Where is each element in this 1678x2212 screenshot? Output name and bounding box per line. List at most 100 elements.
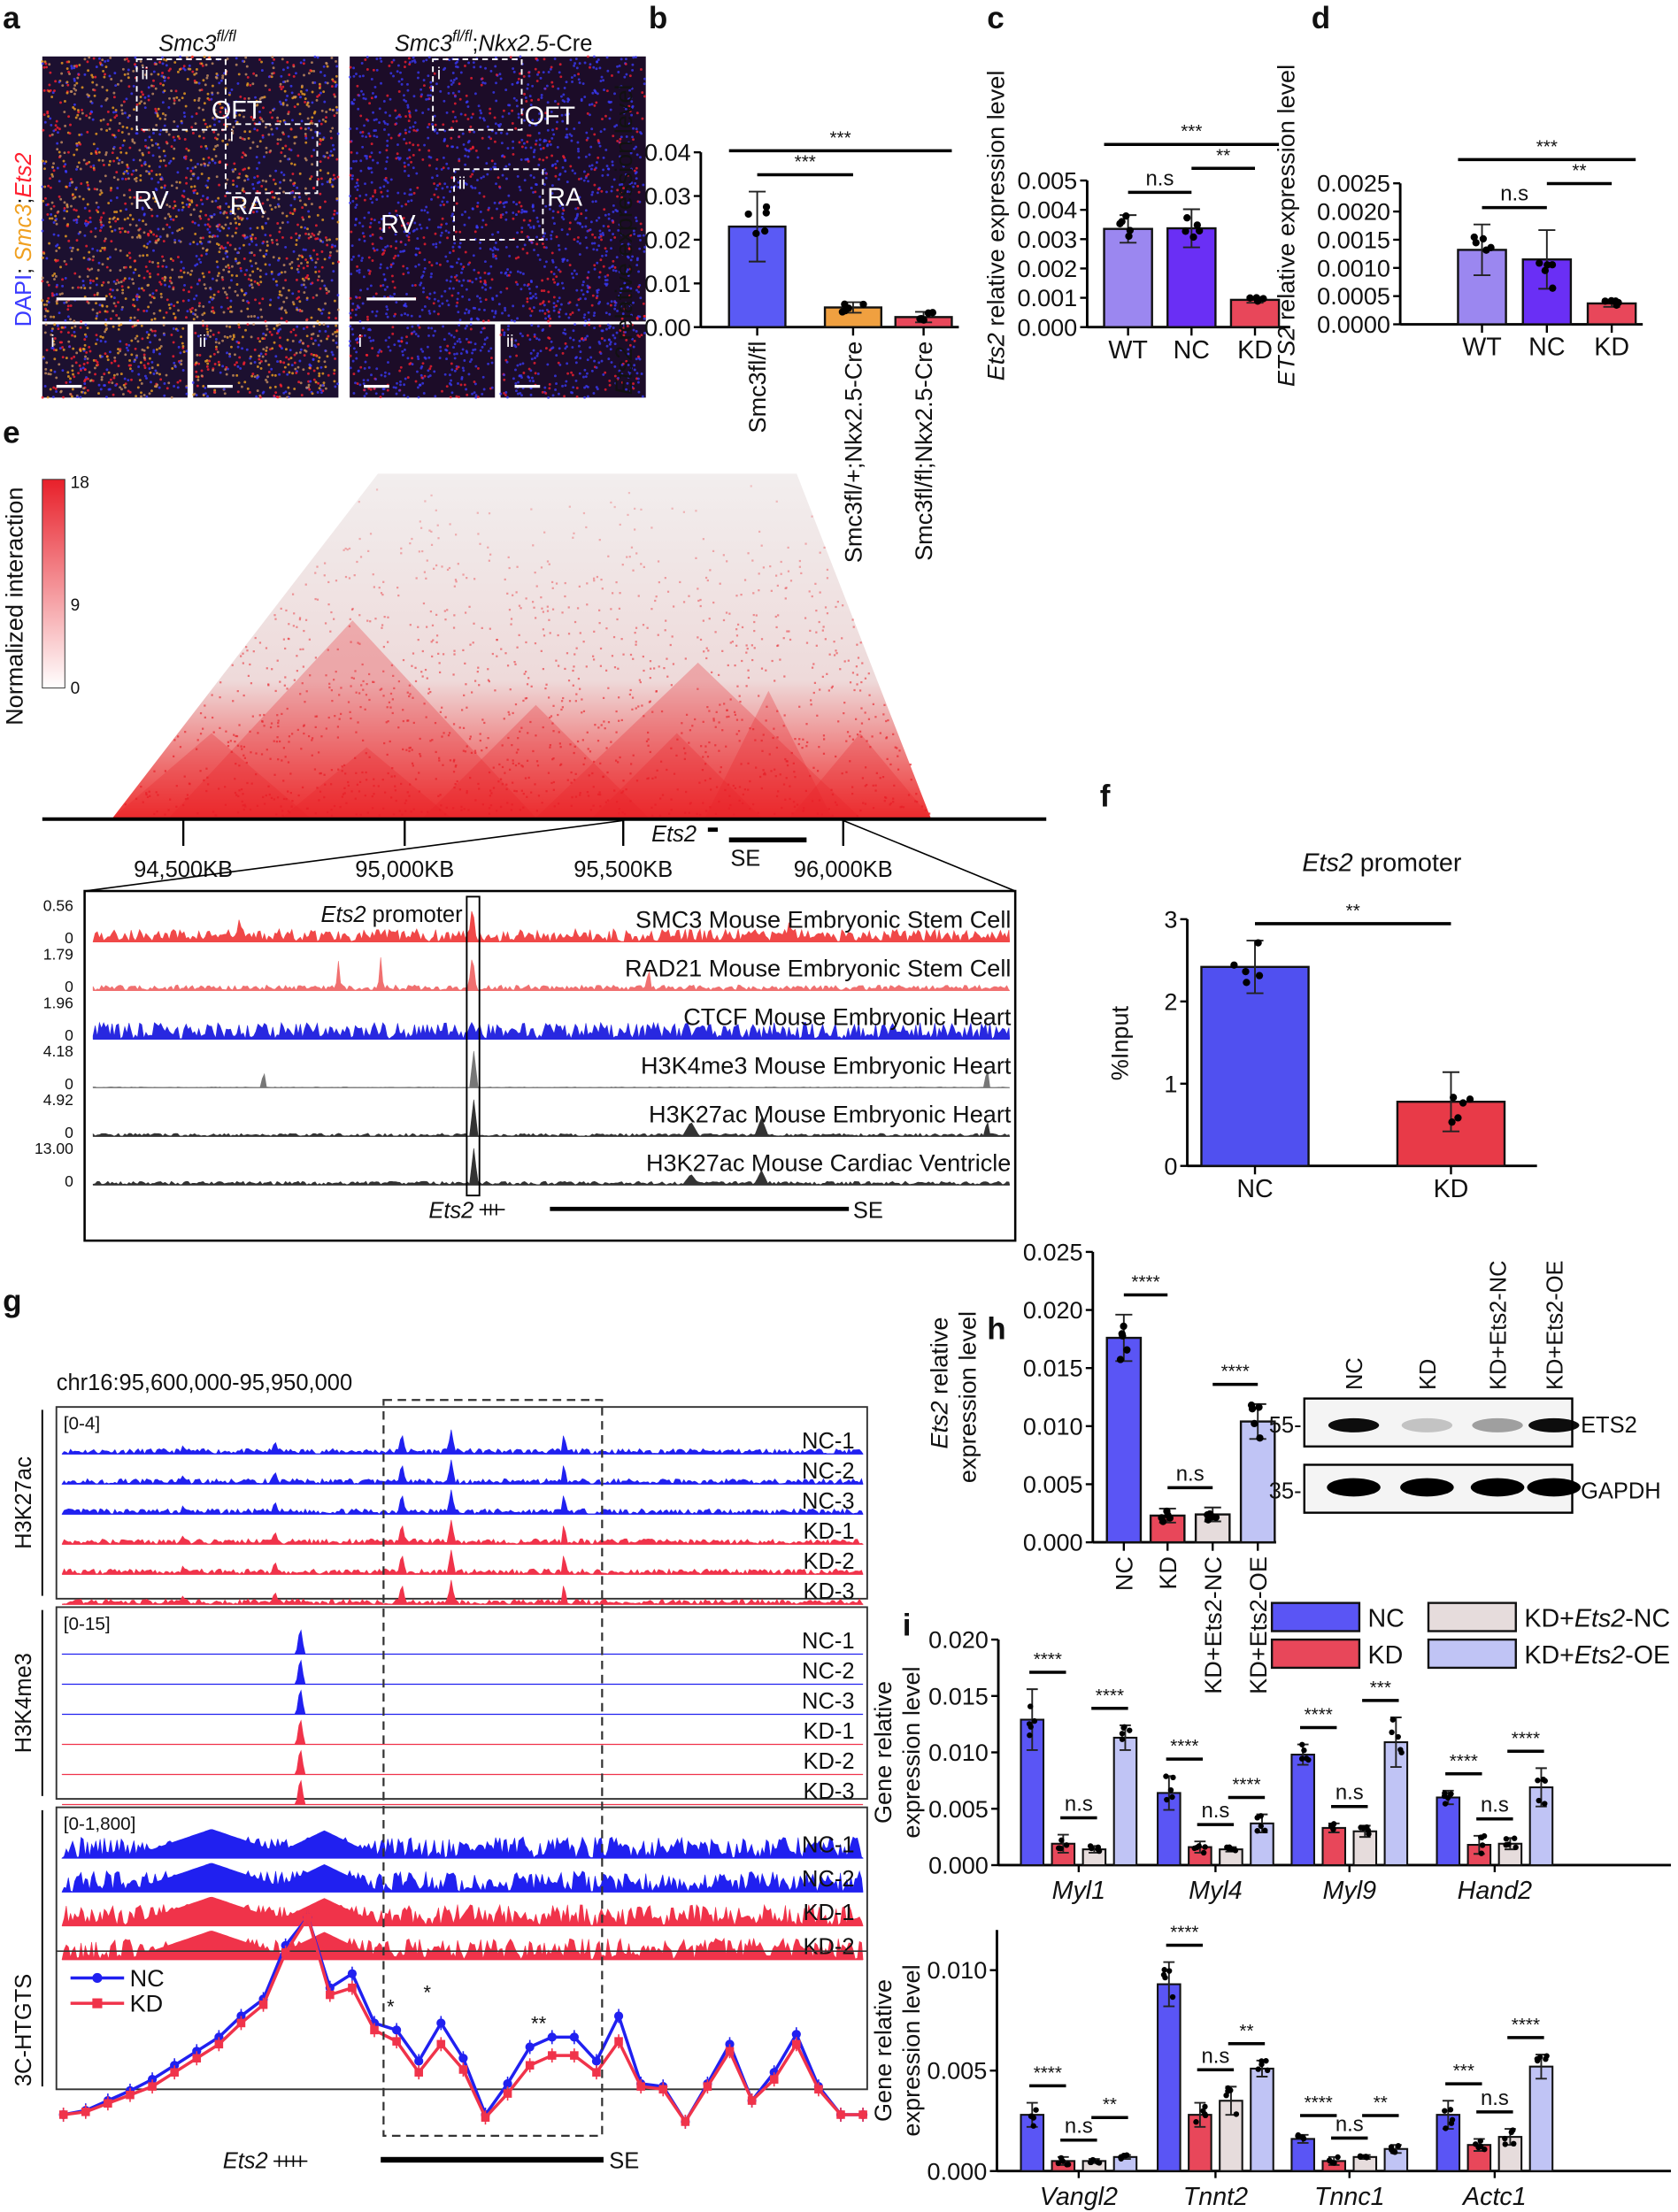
cell-dot <box>324 119 327 123</box>
cell-dot <box>327 156 330 159</box>
cell-dot <box>454 116 457 119</box>
cell-dot <box>258 58 261 61</box>
cell-dot <box>148 172 151 175</box>
cell-dot <box>469 327 473 331</box>
cell-dot <box>68 73 71 75</box>
cell-dot <box>88 250 91 254</box>
cell-dot <box>119 150 123 154</box>
cell-dot <box>309 380 312 383</box>
cell-dot <box>63 209 66 212</box>
cell-dot <box>256 267 259 271</box>
cell-dot <box>186 310 189 313</box>
cell-dot <box>336 175 340 179</box>
cell-dot <box>504 306 506 310</box>
cell-dot <box>630 313 633 317</box>
cell-dot <box>580 212 583 216</box>
cell-dot <box>562 287 565 290</box>
cell-dot <box>632 229 635 233</box>
cell-dot <box>361 134 365 138</box>
cell-dot <box>77 111 81 114</box>
cell-dot <box>158 235 162 239</box>
cell-dot <box>55 218 58 221</box>
cell-dot <box>427 94 430 97</box>
cell-dot <box>352 66 356 70</box>
cell-dot <box>106 358 110 362</box>
cell-dot <box>309 177 312 180</box>
cell-dot <box>207 218 211 221</box>
cell-dot <box>164 283 167 287</box>
cell-dot <box>494 310 497 313</box>
cell-dot <box>569 336 572 340</box>
cell-dot <box>628 390 632 394</box>
cell-dot <box>153 334 157 337</box>
cell-dot <box>406 88 410 92</box>
cell-dot <box>439 234 443 237</box>
cell-dot <box>281 102 285 104</box>
cell-dot <box>131 235 135 239</box>
cell-dot <box>159 292 163 296</box>
cell-dot <box>326 65 329 68</box>
cell-dot <box>279 138 282 142</box>
cell-dot <box>143 198 147 202</box>
cell-dot <box>632 56 635 59</box>
cell-dot <box>393 314 396 318</box>
cell-dot <box>306 117 310 120</box>
cell-dot <box>96 314 98 318</box>
cell-dot <box>307 215 311 219</box>
cell-dot <box>264 319 267 323</box>
cell-dot <box>389 136 393 140</box>
cell-dot <box>109 317 112 320</box>
cell-dot <box>142 162 146 165</box>
cell-dot <box>476 156 480 159</box>
y-tick-label: 1 <box>1164 1070 1177 1097</box>
cell-dot <box>92 142 96 146</box>
cell-dot <box>277 204 281 208</box>
cell-dot <box>245 65 249 68</box>
cell-dot <box>417 247 420 250</box>
cell-dot <box>319 192 322 196</box>
cell-dot <box>594 200 597 204</box>
cell-dot <box>634 181 637 185</box>
cell-dot <box>158 352 161 356</box>
cell-dot <box>384 167 388 171</box>
cell-dot <box>450 294 454 297</box>
cell-dot <box>159 82 162 85</box>
cell-dot <box>442 325 445 328</box>
cell-dot <box>141 287 143 290</box>
cell-dot <box>49 186 52 189</box>
cell-dot <box>406 82 409 86</box>
cell-dot <box>514 127 518 130</box>
cell-dot <box>469 125 473 128</box>
cell-dot <box>131 218 135 221</box>
cell-dot <box>433 291 436 295</box>
cell-dot <box>304 157 307 160</box>
cell-dot <box>498 73 502 76</box>
cell-dot <box>146 336 150 340</box>
cell-dot <box>426 126 429 129</box>
cell-dot <box>387 133 390 136</box>
cell-dot <box>401 349 404 353</box>
cell-dot <box>386 180 389 184</box>
cell-dot <box>140 90 143 94</box>
cell-dot <box>547 319 550 323</box>
cell-dot <box>117 301 119 304</box>
cell-dot <box>176 256 180 258</box>
cell-dot <box>356 188 359 191</box>
cell-dot <box>235 111 237 114</box>
data-point <box>1158 1517 1167 1525</box>
cell-dot <box>201 195 204 197</box>
cell-dot <box>627 141 630 144</box>
cell-dot <box>411 357 413 360</box>
cell-dot <box>276 119 280 123</box>
cell-dot <box>620 182 624 186</box>
label-rv: RV <box>134 187 168 215</box>
cell-dot <box>601 174 604 177</box>
cell-dot <box>331 154 335 157</box>
cell-dot <box>202 394 205 396</box>
cell-dot <box>96 363 100 366</box>
cell-dot <box>382 273 386 276</box>
cell-dot <box>189 185 193 188</box>
cell-dot <box>221 278 225 281</box>
data-point <box>1479 234 1488 243</box>
cell-dot <box>195 375 198 379</box>
